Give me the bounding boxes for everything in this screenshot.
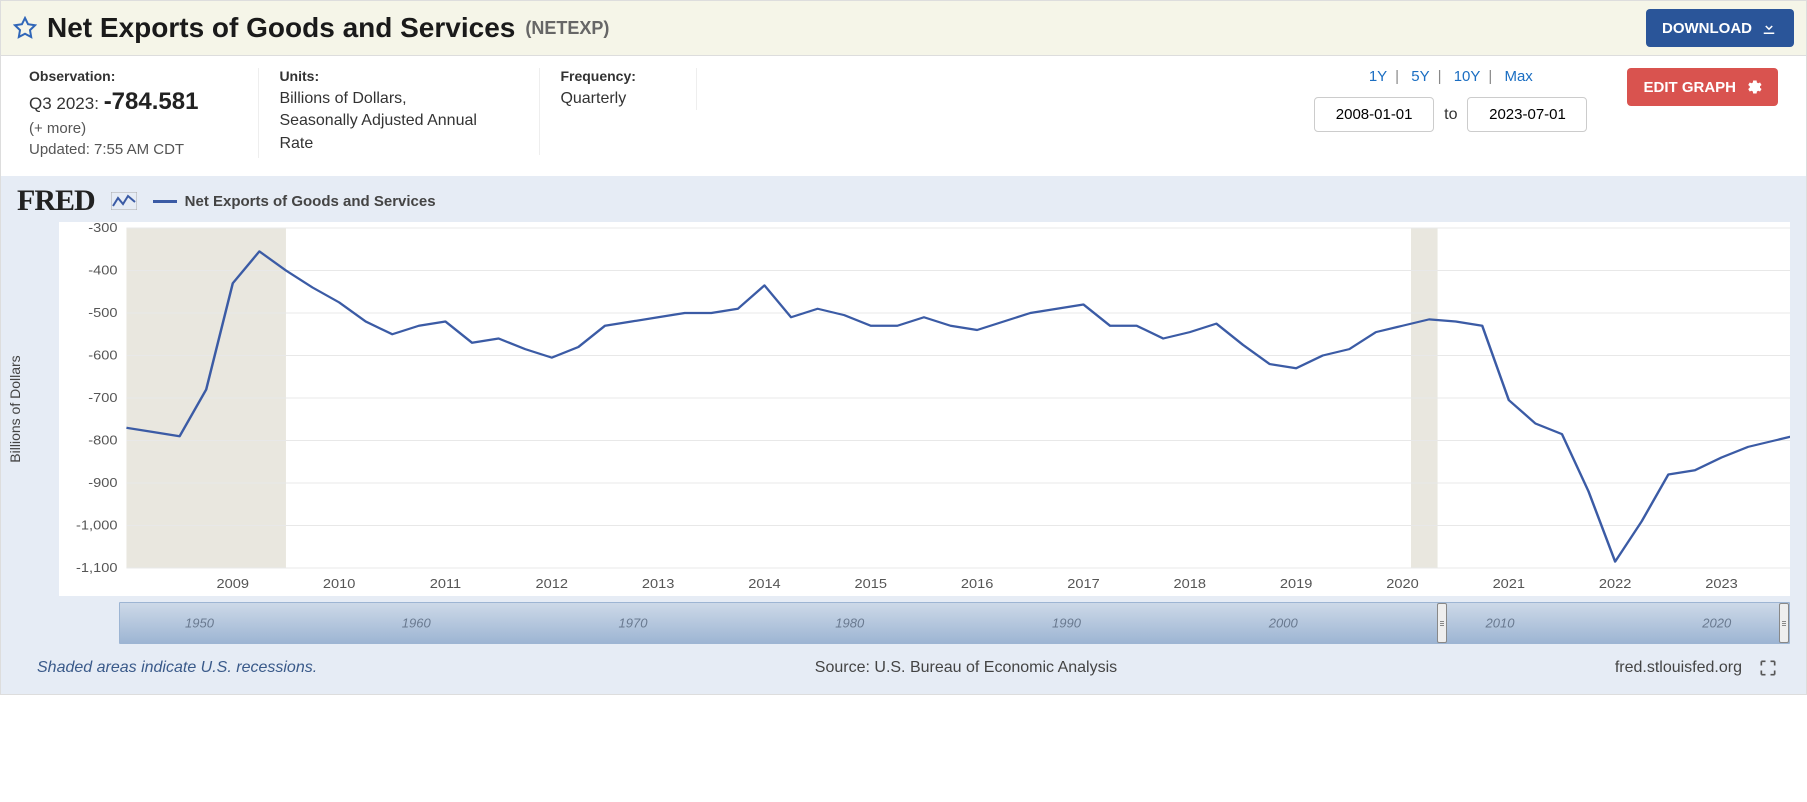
- svg-text:-1,100: -1,100: [76, 560, 118, 575]
- svg-text:2019: 2019: [1280, 576, 1313, 591]
- svg-text:2013: 2013: [642, 576, 675, 591]
- navigator-label: 1990: [1052, 616, 1081, 631]
- observation-value: -784.581: [104, 88, 199, 115]
- units-block: Units: Billions of Dollars, Seasonally A…: [259, 68, 540, 155]
- frequency-block: Frequency: Quarterly: [540, 68, 696, 110]
- observation-more-link[interactable]: (+ more): [29, 120, 198, 137]
- y-axis-label: Billions of Dollars: [7, 355, 23, 462]
- edit-graph-button[interactable]: EDIT GRAPH: [1627, 68, 1778, 106]
- observation-period: Q3 2023:: [29, 94, 99, 113]
- legend-line-icon: [153, 200, 177, 203]
- fred-chart-icon: [111, 192, 137, 210]
- footer-site: fred.stlouisfed.org: [1615, 659, 1742, 677]
- download-label: DOWNLOAD: [1662, 20, 1752, 37]
- download-button[interactable]: DOWNLOAD: [1646, 9, 1794, 47]
- chart-area[interactable]: Billions of Dollars -300-400-500-600-700…: [59, 222, 1790, 596]
- svg-text:-1,000: -1,000: [76, 517, 118, 532]
- frequency-label: Frequency:: [560, 68, 635, 84]
- svg-text:2022: 2022: [1599, 576, 1631, 591]
- svg-text:-500: -500: [88, 305, 118, 320]
- chart-container: FRED Net Exports of Goods and Services B…: [0, 176, 1807, 695]
- range-1y[interactable]: 1Y: [1365, 68, 1391, 85]
- favorite-star-icon[interactable]: [13, 16, 37, 40]
- range-max[interactable]: Max: [1500, 68, 1536, 85]
- navigator-label: 1950: [185, 616, 214, 631]
- svg-text:-400: -400: [88, 262, 118, 277]
- svg-text:-900: -900: [88, 475, 118, 490]
- title-bar: Net Exports of Goods and Services (NETEX…: [0, 0, 1807, 56]
- svg-text:2016: 2016: [961, 576, 994, 591]
- svg-text:2010: 2010: [323, 576, 356, 591]
- date-from-input[interactable]: [1314, 97, 1434, 132]
- series-code: (NETEXP): [525, 18, 609, 39]
- info-row: Observation: Q3 2023: -784.581 (+ more) …: [0, 56, 1807, 176]
- svg-text:2012: 2012: [536, 576, 568, 591]
- svg-text:2021: 2021: [1493, 576, 1525, 591]
- navigator[interactable]: 1950 1960 1970 1980 1990 2000 2010 2020: [119, 602, 1790, 644]
- svg-text:2015: 2015: [855, 576, 888, 591]
- svg-text:-800: -800: [88, 432, 118, 447]
- observation-label: Observation:: [29, 68, 198, 84]
- gear-icon: [1744, 78, 1762, 96]
- svg-text:2020: 2020: [1386, 576, 1419, 591]
- chart-svg: -300 -400 -500 -600 -700 -800 -900 -1,000 -1,100…: [59, 222, 1790, 596]
- navigator-label: 2000: [1269, 616, 1298, 631]
- observation-block: Observation: Q3 2023: -784.581 (+ more) …: [29, 68, 259, 158]
- svg-text:-600: -600: [88, 347, 118, 362]
- download-icon: [1760, 19, 1778, 37]
- navigator-label: 1960: [402, 616, 431, 631]
- svg-text:2018: 2018: [1174, 576, 1207, 591]
- legend: Net Exports of Goods and Services: [153, 193, 436, 210]
- navigator-label: 2010: [1486, 616, 1515, 631]
- navigator-label: 1970: [619, 616, 648, 631]
- observation-updated: Updated: 7:55 AM CDT: [29, 141, 198, 158]
- svg-text:2014: 2014: [748, 576, 781, 591]
- svg-text:2011: 2011: [430, 576, 461, 591]
- range-10y[interactable]: 10Y: [1450, 68, 1485, 85]
- units-text: Billions of Dollars, Seasonally Adjusted…: [279, 88, 479, 155]
- svg-text:2017: 2017: [1067, 576, 1099, 591]
- page-title: Net Exports of Goods and Services: [47, 12, 515, 44]
- fullscreen-icon[interactable]: [1758, 658, 1778, 678]
- fred-logo: FRED: [17, 184, 95, 218]
- navigator-handle-left[interactable]: [1437, 603, 1447, 643]
- range-links: 1Y| 5Y| 10Y| Max: [1365, 68, 1537, 85]
- date-to-input[interactable]: [1467, 97, 1587, 132]
- range-controls: 1Y| 5Y| 10Y| Max to: [1314, 68, 1603, 132]
- frequency-text: Quarterly: [560, 88, 635, 110]
- navigator-handle-right[interactable]: [1779, 603, 1789, 643]
- range-5y[interactable]: 5Y: [1407, 68, 1433, 85]
- units-label: Units:: [279, 68, 479, 84]
- svg-text:2023: 2023: [1705, 576, 1738, 591]
- edit-graph-label: EDIT GRAPH: [1643, 79, 1736, 96]
- footer-source: Source: U.S. Bureau of Economic Analysis: [815, 659, 1117, 677]
- svg-text:-700: -700: [88, 390, 118, 405]
- date-to-label: to: [1444, 106, 1457, 124]
- svg-text:2009: 2009: [217, 576, 250, 591]
- svg-text:-300: -300: [88, 222, 118, 235]
- legend-series-label: Net Exports of Goods and Services: [185, 193, 436, 210]
- footer-recession-note: Shaded areas indicate U.S. recessions.: [37, 659, 317, 677]
- navigator-label: 1980: [835, 616, 864, 631]
- navigator-label: 2020: [1702, 616, 1731, 631]
